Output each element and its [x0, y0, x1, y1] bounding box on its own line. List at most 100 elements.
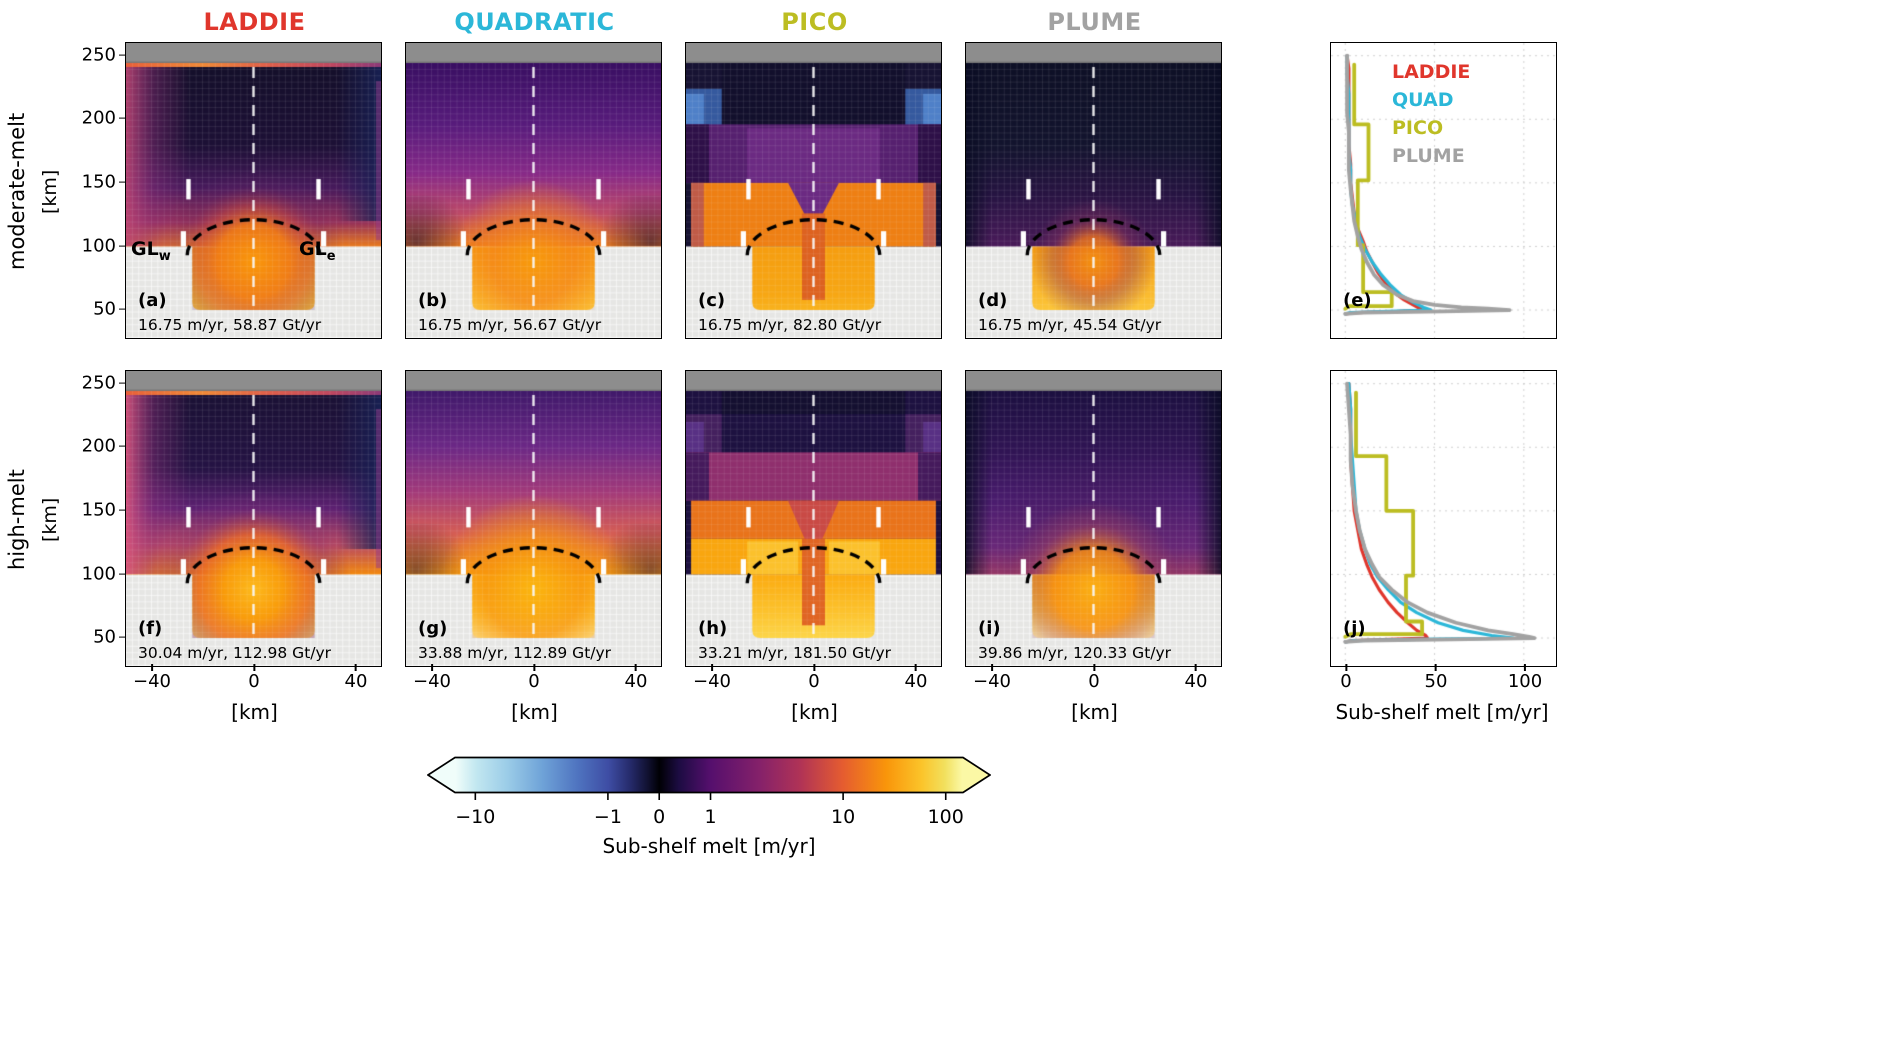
x-tick: 40: [344, 671, 368, 692]
row-label-high-melt: high-melt: [5, 469, 29, 570]
panel-label: (f): [138, 618, 163, 639]
panel-annotation: 16.75 m/yr, 45.54 Gt/yr: [978, 316, 1162, 334]
x-tick: −40: [973, 671, 1011, 692]
column-title-plume: PLUME: [1047, 8, 1142, 36]
panel-label: (c): [698, 290, 726, 311]
y-axis-ticks-row2: 250 200 150 100 50: [72, 370, 124, 669]
panel-label: (e): [1343, 290, 1372, 311]
row-label-moderate-melt: moderate-melt: [5, 112, 29, 271]
grounding-line-east-label: GLe: [299, 240, 336, 263]
panel-label: (g): [418, 618, 448, 639]
colorbar-tick: −10: [455, 806, 496, 828]
colorbar-title: Sub-shelf melt [m/yr]: [602, 834, 816, 858]
panel-annotation: 30.04 m/yr, 112.98 Gt/yr: [138, 644, 332, 662]
column-title-laddie: LADDIE: [203, 8, 306, 36]
heatmap-canvas-c: [685, 42, 942, 339]
x-axis-label-pico: [km]: [791, 700, 838, 724]
profile-canvas-e: [1330, 42, 1557, 339]
panel-label: (i): [978, 618, 1001, 639]
y-tick-250: 250: [81, 372, 116, 394]
x-ticks-panel-g: −40 0 40: [405, 671, 664, 695]
x-tick: 0: [528, 671, 540, 692]
x-ticks-panel-i: −40 0 40: [965, 671, 1224, 695]
x-tick: −40: [133, 671, 171, 692]
panel-j-profiles-high: (j): [1330, 370, 1557, 667]
x-tick: 0: [1088, 671, 1100, 692]
panel-annotation: 16.75 m/yr, 56.67 Gt/yr: [418, 316, 602, 334]
panel-e-profiles-moderate: LADDIE QUAD PICO PLUME (e): [1330, 42, 1557, 339]
colorbar-gradient-bar: [426, 756, 992, 800]
y-tick-250: 250: [81, 44, 116, 66]
profile-canvas-j: [1330, 370, 1557, 667]
x-axis-label-laddie: [km]: [231, 700, 278, 724]
legend-item-plume: PLUME: [1392, 145, 1465, 167]
x-tick: 0: [1340, 671, 1352, 692]
y-tick-200: 200: [81, 107, 116, 129]
colorbar: −10 −1 0 1 10 100 Sub-shelf melt [m/yr]: [426, 756, 992, 866]
y-tick-200: 200: [81, 435, 116, 457]
panel-b-quadratic-moderate: (b) 16.75 m/yr, 56.67 Gt/yr: [405, 42, 662, 339]
y-tick-150: 150: [81, 171, 116, 193]
colorbar-tick: 100: [927, 806, 964, 828]
x-tick: 40: [624, 671, 648, 692]
heatmap-canvas-f: [125, 370, 382, 667]
heatmap-canvas-b: [405, 42, 662, 339]
gl-east-sub: e: [326, 248, 336, 264]
heatmap-canvas-h: [685, 370, 942, 667]
panel-label: (a): [138, 290, 167, 311]
x-ticks-panel-h: −40 0 40: [685, 671, 944, 695]
gl-west-text: GL: [131, 238, 159, 260]
panel-i-plume-high: (i) 39.86 m/yr, 120.33 Gt/yr: [965, 370, 1222, 667]
panel-annotation: 33.88 m/yr, 112.89 Gt/yr: [418, 644, 612, 662]
colorbar-tick: 0: [653, 806, 666, 828]
panel-label: (h): [698, 618, 728, 639]
colorbar-tick: 1: [704, 806, 717, 828]
panel-label: (b): [418, 290, 448, 311]
profile-legend: LADDIE QUAD PICO PLUME: [1392, 58, 1470, 170]
panel-label: (d): [978, 290, 1008, 311]
gl-east-text: GL: [299, 238, 327, 260]
panel-annotation: 16.75 m/yr, 58.87 Gt/yr: [138, 316, 322, 334]
x-tick: 0: [808, 671, 820, 692]
panel-g-quadratic-high: (g) 33.88 m/yr, 112.89 Gt/yr: [405, 370, 662, 667]
x-tick: 50: [1424, 671, 1448, 692]
grounding-line-west-label: GLw: [131, 240, 171, 263]
y-tick-100: 100: [81, 563, 116, 585]
heatmap-canvas-g: [405, 370, 662, 667]
colorbar-tick: −1: [593, 806, 622, 828]
y-tick-100: 100: [81, 235, 116, 257]
y-tick-150: 150: [81, 499, 116, 521]
panel-annotation: 33.21 m/yr, 181.50 Gt/yr: [698, 644, 892, 662]
x-axis-label-plume: [km]: [1071, 700, 1118, 724]
column-title-pico: PICO: [781, 8, 848, 36]
panel-a-laddie-moderate: GLw GLe (a) 16.75 m/yr, 58.87 Gt/yr: [125, 42, 382, 339]
legend-item-pico: PICO: [1392, 117, 1444, 139]
panel-h-pico-high: (h) 33.21 m/yr, 181.50 Gt/yr: [685, 370, 942, 667]
panel-c-pico-moderate: (c) 16.75 m/yr, 82.80 Gt/yr: [685, 42, 942, 339]
x-tick: 100: [1507, 671, 1543, 692]
panel-label: (j): [1343, 618, 1366, 639]
heatmap-canvas-i: [965, 370, 1222, 667]
y-axis-ticks-row1: 250 200 150 100 50: [72, 42, 124, 341]
x-axis-label-quadratic: [km]: [511, 700, 558, 724]
row-unit-moderate: [km]: [39, 169, 61, 214]
x-ticks-panel-j: 0 50 100: [1330, 671, 1559, 695]
panel-annotation: 16.75 m/yr, 82.80 Gt/yr: [698, 316, 882, 334]
gl-west-sub: w: [158, 248, 171, 264]
column-title-quadratic: QUADRATIC: [454, 8, 615, 36]
y-tick-50: 50: [93, 626, 116, 648]
panel-d-plume-moderate: (d) 16.75 m/yr, 45.54 Gt/yr: [965, 42, 1222, 339]
heatmap-canvas-a: [125, 42, 382, 339]
x-tick: 40: [1184, 671, 1208, 692]
colorbar-tick: 10: [831, 806, 856, 828]
x-tick: 40: [904, 671, 928, 692]
legend-item-laddie: LADDIE: [1392, 61, 1471, 83]
x-tick: −40: [693, 671, 731, 692]
x-axis-label-profile: Sub-shelf melt [m/yr]: [1335, 700, 1549, 724]
panel-f-laddie-high: (f) 30.04 m/yr, 112.98 Gt/yr: [125, 370, 382, 667]
x-tick: −40: [413, 671, 451, 692]
heatmap-canvas-d: [965, 42, 1222, 339]
x-ticks-panel-f: −40 0 40: [125, 671, 384, 695]
row-unit-high: [km]: [39, 497, 61, 542]
panel-annotation: 39.86 m/yr, 120.33 Gt/yr: [978, 644, 1172, 662]
